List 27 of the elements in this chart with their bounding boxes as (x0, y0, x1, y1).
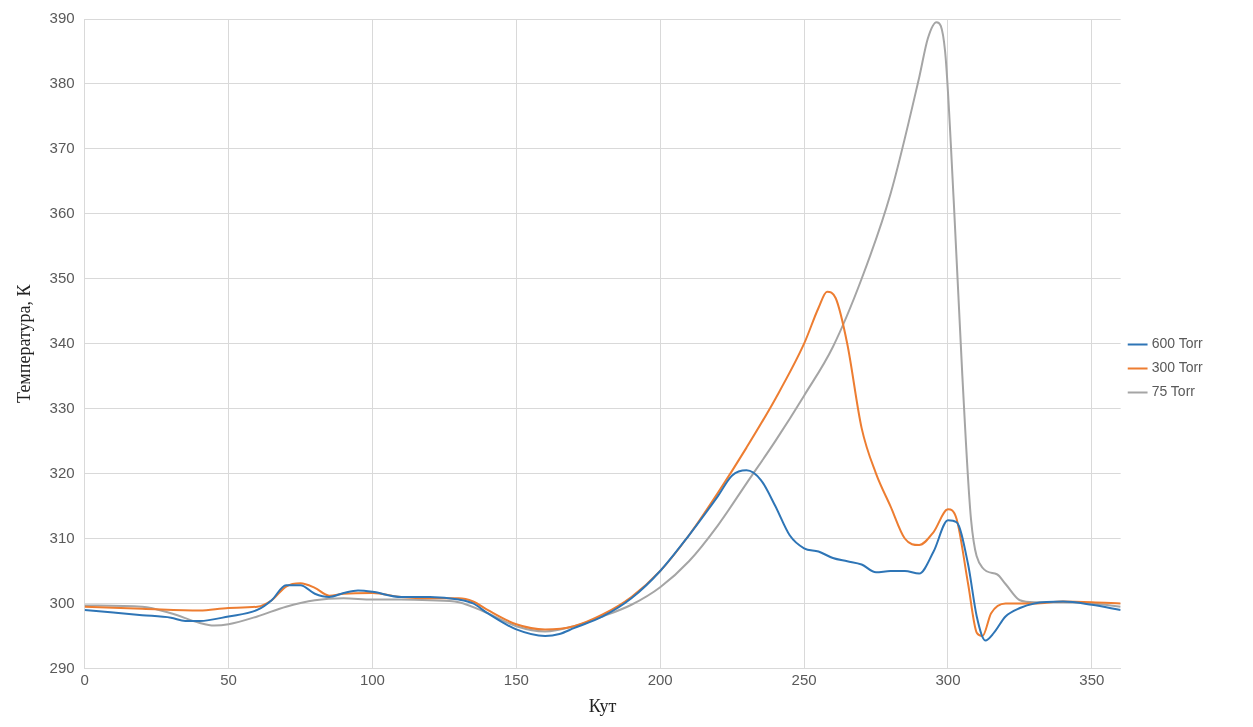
legend-label: 300 Torr (1151, 359, 1204, 376)
y-tick-label: 380 (49, 74, 75, 92)
x-tick-label: 350 (1079, 670, 1105, 688)
y-tick-label: 290 (49, 658, 75, 676)
y-tick-label: 370 (49, 139, 75, 157)
line-series (84, 290, 1121, 637)
y-tick-label: 350 (49, 268, 75, 286)
x-tick-label: 200 (647, 670, 673, 688)
y-tick-label: 300 (49, 593, 75, 611)
y-tick-label: 320 (49, 463, 75, 481)
y-axis-title: Температура, К (13, 283, 34, 403)
x-tick-label: 150 (503, 670, 529, 688)
y-tick-label: 330 (49, 398, 75, 416)
legend-label: 600 Torr (1151, 335, 1204, 352)
x-tick-label: 50 (220, 670, 237, 688)
y-tick-label: 310 (49, 528, 75, 546)
x-tick-label: 250 (791, 670, 817, 688)
y-tick-label: 340 (49, 333, 75, 351)
x-axis-title: Кут (588, 695, 617, 716)
y-tick-label: 390 (49, 9, 75, 27)
legend-label: 75 Torr (1151, 383, 1196, 400)
line-series (84, 469, 1121, 642)
y-tick-label: 360 (49, 203, 75, 221)
x-tick-label: 0 (80, 670, 89, 688)
x-tick-label: 100 (359, 670, 385, 688)
line-series (84, 21, 1121, 633)
x-tick-label: 300 (935, 670, 961, 688)
